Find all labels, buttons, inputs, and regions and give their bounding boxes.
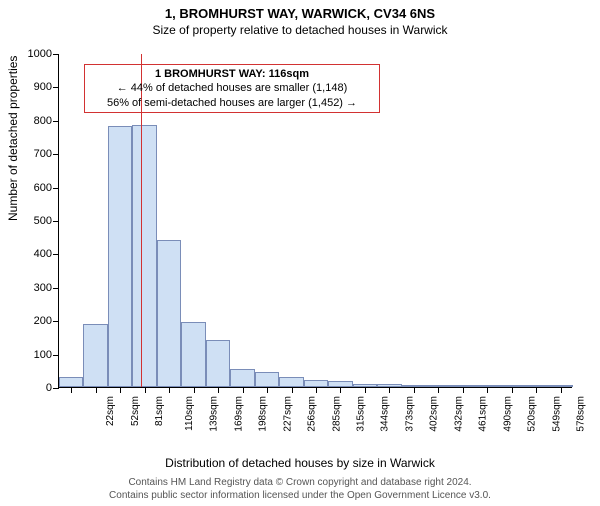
x-tick-label: 432sqm	[453, 396, 464, 432]
x-tick-label: 344sqm	[380, 396, 391, 432]
x-tick	[536, 387, 537, 393]
y-tick-label: 800	[12, 115, 52, 127]
x-tick-label: 315sqm	[356, 396, 367, 432]
x-tick	[487, 387, 488, 393]
x-tick-label: 578sqm	[576, 396, 587, 432]
histogram-bar	[108, 126, 132, 387]
y-tick-label: 1000	[12, 48, 52, 60]
y-tick-label: 0	[12, 382, 52, 394]
y-tick	[53, 288, 59, 289]
plot-area: 0100200300400500600700800900100022sqm52s…	[58, 54, 572, 388]
x-tick	[243, 387, 244, 393]
x-tick	[512, 387, 513, 393]
x-tick-label: 402sqm	[429, 396, 440, 432]
y-tick	[53, 355, 59, 356]
y-tick-label: 400	[12, 248, 52, 260]
x-tick	[120, 387, 121, 393]
histogram-bar	[83, 324, 107, 387]
x-tick-label: 52sqm	[130, 396, 141, 426]
y-tick-label: 500	[12, 215, 52, 227]
x-tick	[194, 387, 195, 393]
x-tick	[218, 387, 219, 393]
x-tick-label: 139sqm	[209, 396, 220, 432]
y-axis-label: Number of detached properties	[6, 56, 20, 221]
x-tick	[438, 387, 439, 393]
histogram-bar	[59, 377, 83, 387]
x-tick	[292, 387, 293, 393]
footer-attribution: Contains HM Land Registry data © Crown c…	[0, 477, 600, 502]
y-tick-label: 700	[12, 148, 52, 160]
x-tick-label: 256sqm	[307, 396, 318, 432]
x-tick-label: 169sqm	[233, 396, 244, 432]
x-tick	[169, 387, 170, 393]
footer-line-2: Contains public sector information licen…	[109, 490, 491, 501]
x-tick	[414, 387, 415, 393]
histogram-bar	[132, 125, 156, 387]
histogram-bar	[181, 322, 205, 387]
y-tick	[53, 221, 59, 222]
callout-title: 1 BROMHURST WAY: 116sqm	[91, 67, 373, 81]
x-tick-label: 490sqm	[502, 396, 513, 432]
chart-container: 0100200300400500600700800900100022sqm52s…	[58, 54, 572, 388]
x-tick	[463, 387, 464, 393]
y-tick	[53, 388, 59, 389]
x-tick	[561, 387, 562, 393]
x-tick-label: 22sqm	[105, 396, 116, 426]
y-tick	[53, 321, 59, 322]
callout-larger-pct: 56% of semi-detached houses are larger (…	[91, 96, 373, 110]
y-tick	[53, 54, 59, 55]
x-tick-label: 373sqm	[405, 396, 416, 432]
x-tick	[71, 387, 72, 393]
y-tick	[53, 121, 59, 122]
x-tick-label: 81sqm	[154, 396, 165, 426]
callout-box: 1 BROMHURST WAY: 116sqm← 44% of detached…	[84, 64, 380, 113]
histogram-bar	[279, 377, 303, 387]
y-tick	[53, 154, 59, 155]
x-tick-label: 198sqm	[258, 396, 269, 432]
histogram-bar	[206, 340, 230, 387]
x-tick-label: 227sqm	[282, 396, 293, 432]
y-tick-label: 100	[12, 349, 52, 361]
x-tick	[96, 387, 97, 393]
x-tick	[340, 387, 341, 393]
y-tick	[53, 188, 59, 189]
footer-line-1: Contains HM Land Registry data © Crown c…	[128, 477, 471, 488]
x-tick	[267, 387, 268, 393]
x-tick-label: 549sqm	[551, 396, 562, 432]
page-title: 1, BROMHURST WAY, WARWICK, CV34 6NS	[0, 6, 600, 21]
histogram-bar	[157, 240, 181, 387]
x-tick-label: 461sqm	[478, 396, 489, 432]
y-tick-label: 900	[12, 81, 52, 93]
y-tick-label: 300	[12, 282, 52, 294]
y-tick	[53, 87, 59, 88]
x-tick-label: 285sqm	[331, 396, 342, 432]
x-axis-label: Distribution of detached houses by size …	[0, 456, 600, 470]
histogram-bar	[230, 369, 254, 387]
callout-smaller-pct: ← 44% of detached houses are smaller (1,…	[91, 81, 373, 95]
x-tick-label: 520sqm	[527, 396, 538, 432]
page-subtitle: Size of property relative to detached ho…	[0, 23, 600, 37]
x-tick-label: 110sqm	[184, 396, 195, 431]
x-tick	[389, 387, 390, 393]
x-tick	[316, 387, 317, 393]
x-tick	[145, 387, 146, 393]
y-tick-label: 600	[12, 182, 52, 194]
x-tick	[365, 387, 366, 393]
y-tick	[53, 254, 59, 255]
y-tick-label: 200	[12, 315, 52, 327]
histogram-bar	[304, 380, 328, 387]
histogram-bar	[255, 372, 279, 387]
